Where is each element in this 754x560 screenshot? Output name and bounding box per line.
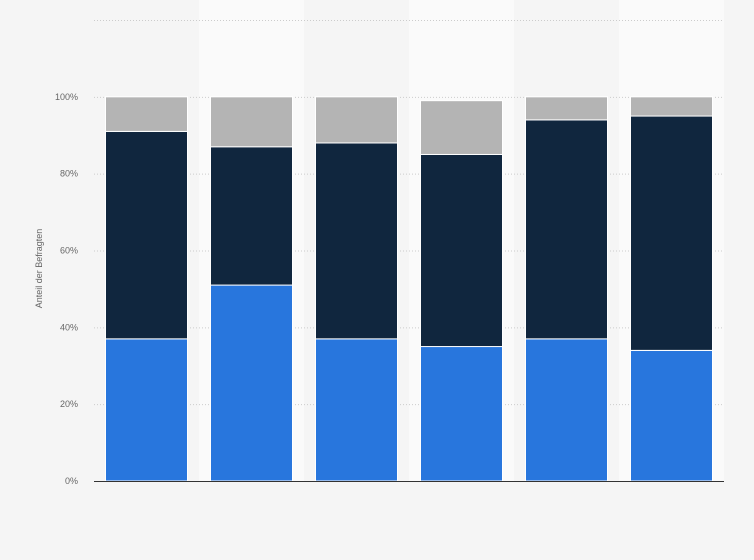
y-axis-title: Anteil der Befragten (34, 229, 44, 309)
bar-segment[interactable] (105, 338, 188, 482)
bar-segment[interactable] (525, 96, 608, 121)
bars (105, 96, 713, 482)
y-tick-label: 20% (60, 399, 78, 409)
y-axis-ticks: 0% 20% 40% 60% 80% 100% (55, 92, 78, 486)
bar-segment[interactable] (315, 96, 398, 144)
bar-segment[interactable] (630, 115, 713, 351)
bar-segment[interactable] (315, 338, 398, 482)
bar-segment[interactable] (210, 96, 293, 148)
bar-segment[interactable] (210, 146, 293, 286)
bar-segment[interactable] (525, 119, 608, 340)
bar-segment[interactable] (420, 100, 503, 155)
y-tick-label: 80% (60, 169, 78, 179)
gridlines (94, 20, 724, 406)
bar-segment[interactable] (630, 96, 713, 117)
y-tick-label: 0% (65, 476, 78, 486)
y-tick-label: 60% (60, 246, 78, 256)
bar-segment[interactable] (105, 130, 188, 340)
column-bands (94, 0, 724, 481)
y-tick-label: 100% (55, 92, 78, 102)
bar-segment[interactable] (315, 142, 398, 340)
bar-segment[interactable] (105, 96, 188, 132)
y-tick-label: 40% (60, 322, 78, 332)
bar-segment[interactable] (420, 346, 503, 482)
bar-segment[interactable] (525, 338, 608, 482)
bar-segment[interactable] (420, 153, 503, 348)
bar-segment[interactable] (630, 349, 713, 482)
bar-segment[interactable] (210, 284, 293, 482)
